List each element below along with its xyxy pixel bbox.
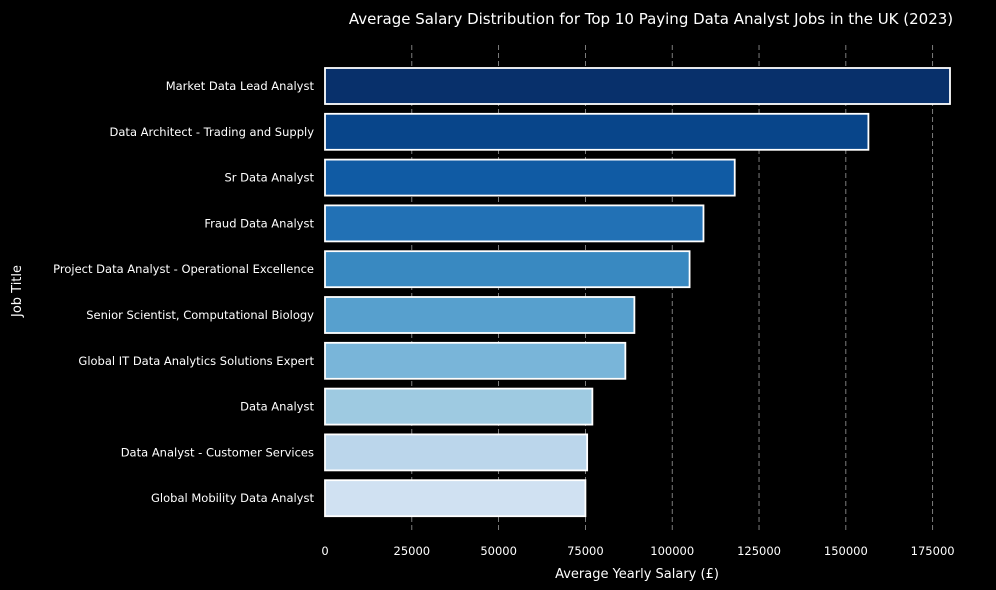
x-tick-label: 150000 bbox=[824, 544, 868, 558]
x-tick-label: 25000 bbox=[394, 544, 431, 558]
bar bbox=[324, 250, 691, 289]
y-tick-label: Data Architect - Trading and Supply bbox=[110, 125, 315, 139]
bar bbox=[324, 296, 636, 334]
y-axis-label: Job Title bbox=[10, 265, 25, 318]
bar bbox=[324, 433, 589, 472]
bar bbox=[324, 158, 736, 197]
bars bbox=[324, 67, 951, 518]
chart-title: Average Salary Distribution for Top 10 P… bbox=[349, 10, 953, 28]
x-tick-label: 125000 bbox=[737, 544, 781, 558]
bar bbox=[324, 204, 705, 243]
bar bbox=[324, 479, 587, 518]
x-tick-label: 100000 bbox=[650, 544, 694, 558]
x-tick-labels: 0 25000 50000 75000 100000 125000 150000 175000 bbox=[321, 544, 954, 558]
x-tick-label: 50000 bbox=[480, 544, 517, 558]
y-tick-label: Data Analyst bbox=[240, 400, 314, 414]
y-tick-label: Senior Scientist, Computational Biology bbox=[86, 308, 314, 322]
x-tick-label: 75000 bbox=[567, 544, 604, 558]
bar bbox=[324, 112, 870, 151]
y-tick-label: Data Analyst - Customer Services bbox=[121, 445, 314, 459]
x-tick-label: 175000 bbox=[911, 544, 955, 558]
x-tick-label: 0 bbox=[321, 544, 328, 558]
y-tick-label: Project Data Analyst - Operational Excel… bbox=[53, 262, 314, 276]
y-tick-label: Sr Data Analyst bbox=[224, 171, 314, 185]
y-tick-label: Global Mobility Data Analyst bbox=[151, 491, 314, 505]
bar bbox=[324, 67, 951, 105]
bar bbox=[324, 387, 594, 426]
y-tick-label: Global IT Data Analytics Solutions Exper… bbox=[78, 354, 314, 368]
y-tick-label: Fraud Data Analyst bbox=[204, 216, 314, 230]
x-axis-label: Average Yearly Salary (£) bbox=[555, 567, 719, 582]
y-tick-labels: Market Data Lead Analyst Data Architect -… bbox=[53, 79, 314, 505]
y-tick-label: Market Data Lead Analyst bbox=[166, 79, 315, 93]
bar bbox=[324, 341, 627, 380]
